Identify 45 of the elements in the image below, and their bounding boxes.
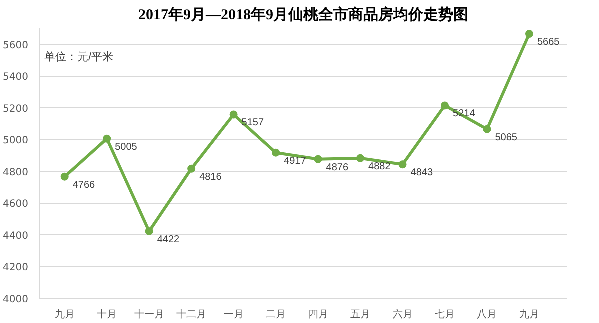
point — [441, 102, 450, 110]
annotation: 单位：元/平米 — [44, 50, 114, 64]
data-label: 4843 — [410, 168, 434, 179]
point — [398, 160, 407, 169]
x-tick-label: 九月 — [519, 308, 540, 320]
y-tick-label: 4200 — [3, 262, 29, 274]
point — [145, 227, 154, 236]
y-tick-label: 5600 — [3, 40, 29, 52]
x-tick-label: 一月 — [224, 310, 244, 320]
y-tick-label: 4400 — [3, 230, 29, 242]
x-tick-label: 十一月 — [134, 308, 164, 320]
point — [525, 30, 534, 38]
x-tick-label: 十二月 — [176, 308, 207, 320]
x-tick-label: 七月 — [435, 308, 456, 320]
y-tick-label: 4600 — [3, 199, 29, 210]
x-tick-label: 九月 — [54, 308, 75, 320]
point — [103, 134, 112, 143]
y-tick-label: 5000 — [3, 136, 29, 147]
y-tick-label: 4800 — [3, 167, 29, 178]
point — [314, 155, 322, 164]
data-label: 5065 — [495, 132, 518, 144]
x-tick-label: 二月 — [266, 310, 286, 320]
point — [356, 154, 365, 162]
data-label: 4882 — [368, 161, 392, 172]
data-label: 4876 — [326, 162, 349, 174]
x-tick-label: 八月 — [477, 310, 498, 320]
point — [272, 148, 280, 157]
x-tick-label: 六月 — [392, 308, 413, 320]
x-tick-label: 十月 — [97, 308, 118, 320]
data-label: 5005 — [115, 142, 138, 153]
x-tick-label: 四月 — [308, 310, 328, 320]
data-label: 5665 — [537, 37, 560, 48]
data-label: 4917 — [284, 156, 307, 167]
y-tick-label: 4000 — [3, 294, 29, 306]
y-tick-label: 5200 — [3, 104, 29, 115]
data-label: 4422 — [157, 234, 180, 246]
data-label: 4766 — [72, 180, 96, 191]
point — [230, 110, 238, 119]
point — [60, 172, 69, 181]
y-tick-label: 5400 — [3, 72, 29, 84]
data-label: 4816 — [200, 172, 222, 183]
chart-title: 2017年9月—2018年9月仙桃全市商品房均价走势图 — [138, 6, 468, 24]
point — [188, 164, 196, 173]
x-tick-label: 五月 — [350, 310, 371, 320]
point — [483, 125, 492, 134]
